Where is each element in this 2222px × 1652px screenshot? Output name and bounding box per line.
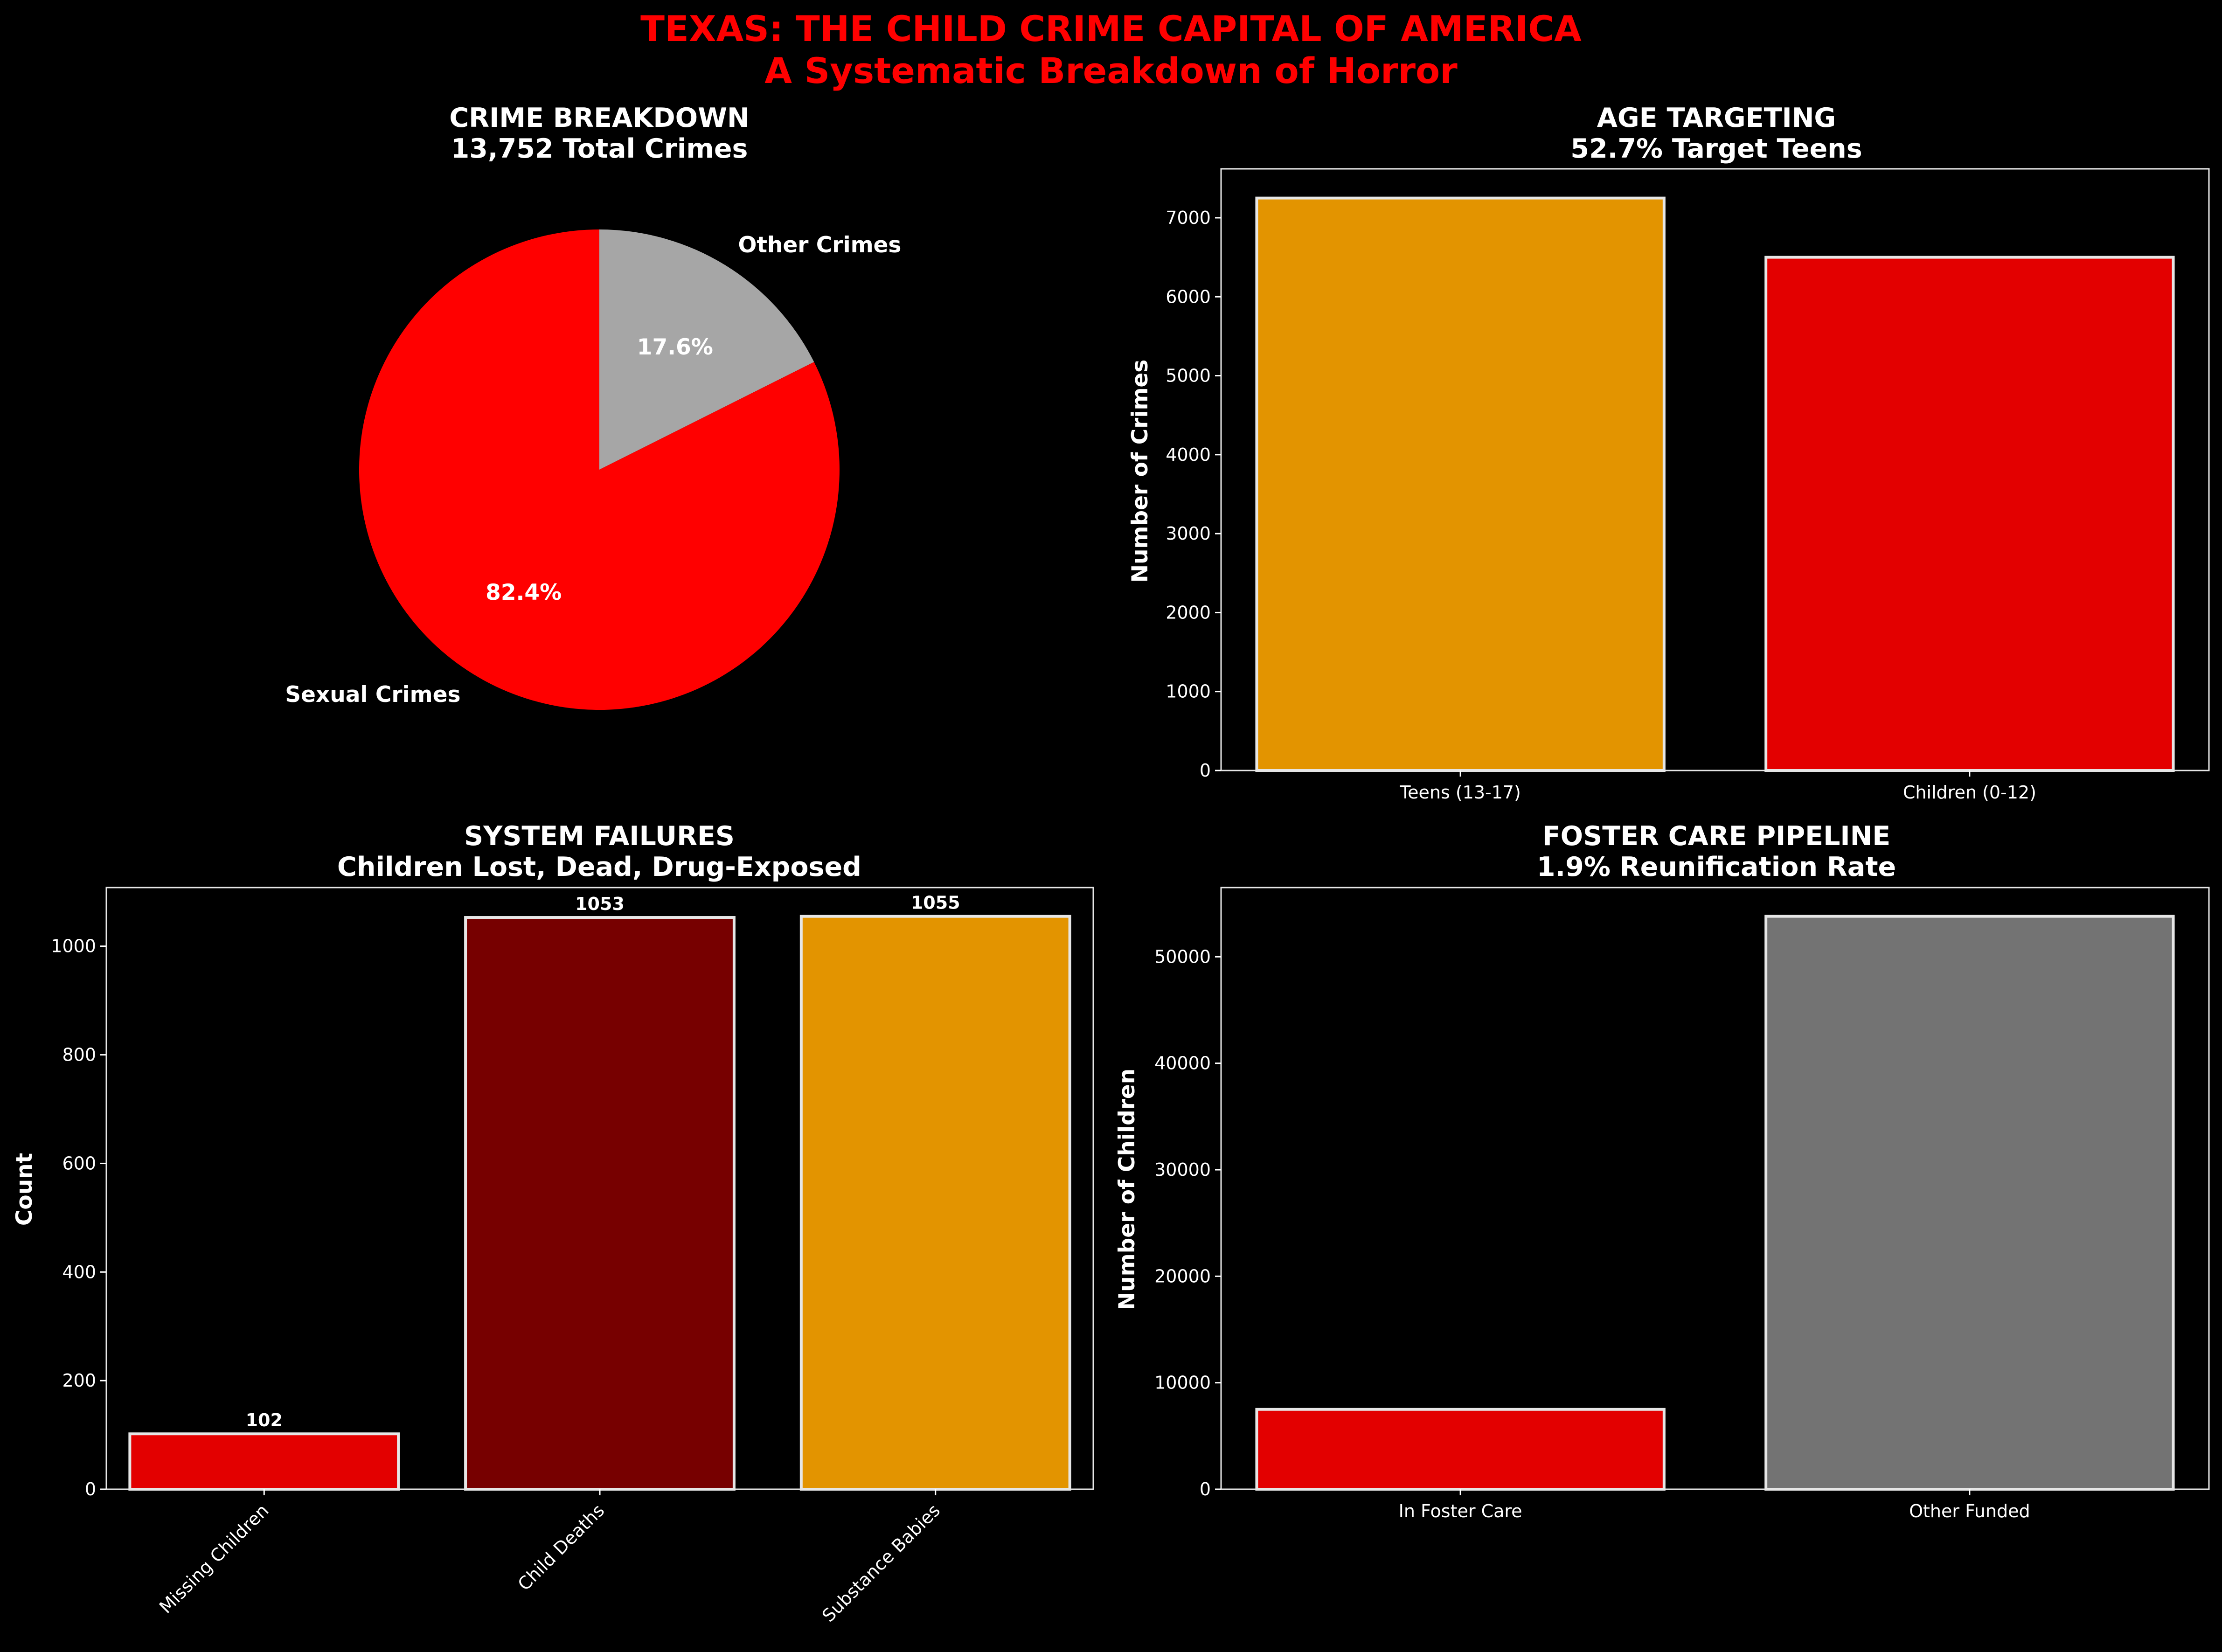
ytick-label: 50000 [1154, 946, 1211, 967]
ytick-label: 40000 [1154, 1053, 1211, 1074]
ytick-label: 0 [85, 1479, 96, 1499]
crime-breakdown-pie-panel: CRIME BREAKDOWN 13,752 Total Crimes Othe… [285, 103, 901, 710]
ytick-label: 7000 [1166, 208, 1211, 228]
figure-title-line1: TEXAS: THE CHILD CRIME CAPITAL OF AMERIC… [640, 8, 1582, 49]
ytick-label: 6000 [1166, 286, 1211, 307]
bar-teens-13-17 [1255, 196, 1666, 772]
ytick-label: 10000 [1154, 1373, 1211, 1393]
foster-care-ylabel: Number of Children [1114, 1069, 1140, 1310]
xtick-label-children-0-12: Children (0-12) [1903, 782, 2036, 803]
ytick-label: 5000 [1166, 366, 1211, 386]
crime-breakdown-title: CRIME BREAKDOWN [449, 103, 749, 133]
pie-label-other-crimes: Other Crimes [738, 232, 902, 258]
bar-value-label-child-deaths: 1053 [575, 894, 625, 914]
ytick-label: 400 [62, 1262, 96, 1282]
ytick-label: 20000 [1154, 1266, 1211, 1286]
ytick-label: 4000 [1166, 444, 1211, 465]
age-targeting-ylabel: Number of Crimes [1127, 360, 1153, 583]
bar-in-foster-care [1255, 1408, 1666, 1491]
foster-care-panel: FOSTER CARE PIPELINE 1.9% Reunification … [1114, 821, 2210, 1521]
age-targeting-subtitle: 52.7% Target Teens [1570, 133, 1862, 164]
ytick-label: 800 [62, 1045, 96, 1065]
age-targeting-panel: AGE TARGETING 52.7% Target Teens Number … [1127, 103, 2210, 803]
crime-breakdown-subtitle: 13,752 Total Crimes [451, 133, 748, 164]
ytick-label: 1000 [51, 936, 96, 957]
figure-title-line2: A Systematic Breakdown of Horror [764, 50, 1458, 91]
bar-value-label-substance-babies: 1055 [911, 893, 960, 913]
pie-slice-other-crimes [599, 229, 814, 470]
ytick-label: 0 [1200, 760, 1211, 781]
xtick-label-teens-13-17: Teens (13-17) [1399, 782, 1521, 803]
ytick-label: 1000 [1166, 681, 1211, 702]
pie-pct-sexual-crimes: 82.4% [486, 580, 562, 605]
pie-label-sexual-crimes: Sexual Crimes [285, 682, 460, 708]
bar-child-deaths [464, 916, 736, 1491]
bar-value-label-missing-children: 102 [246, 1410, 283, 1430]
xtick-label-in-foster-care: In Foster Care [1399, 1501, 1522, 1521]
xtick-label-other-funded: Other Funded [1909, 1501, 2030, 1521]
bar-substance-babies [799, 915, 1071, 1491]
ytick-label: 30000 [1154, 1159, 1211, 1180]
ytick-label: 0 [1200, 1479, 1211, 1499]
system-failures-title: SYSTEM FAILURES [464, 821, 735, 852]
ytick-label: 600 [62, 1153, 96, 1173]
foster-care-subtitle: 1.9% Reunification Rate [1537, 852, 1896, 882]
bar-missing-children [128, 1432, 400, 1491]
pie-slice-sexual-crimes [359, 229, 840, 710]
bar-other-funded [1764, 915, 2175, 1491]
age-targeting-title: AGE TARGETING [1597, 103, 1836, 133]
system-failures-subtitle: Children Lost, Dead, Drug-Exposed [337, 852, 861, 882]
system-failures-ylabel: Count [12, 1153, 37, 1226]
ytick-label: 3000 [1166, 523, 1211, 544]
ytick-label: 200 [62, 1370, 96, 1391]
foster-care-title: FOSTER CARE PIPELINE [1542, 821, 1890, 852]
pie-pct-other-crimes: 17.6% [637, 334, 713, 360]
bar-children-0-12 [1764, 256, 2175, 772]
ytick-label: 2000 [1166, 602, 1211, 623]
